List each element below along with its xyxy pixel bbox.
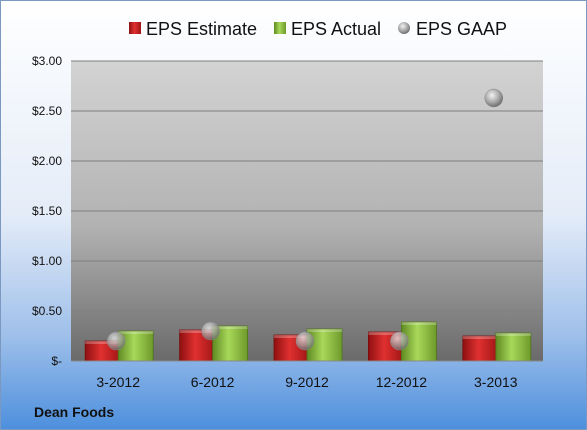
- gaap-points: [106, 88, 504, 351]
- gaap-point: [295, 331, 315, 351]
- x-tick-label: 3-2013: [474, 374, 518, 390]
- estimate-bar-highlight: [85, 341, 121, 344]
- gaap-point: [390, 331, 409, 351]
- actual-bar-highlight: [212, 326, 248, 329]
- y-tick-label: $1.50: [32, 204, 62, 218]
- legend-swatch-estimate: [129, 22, 141, 34]
- y-tick-label: $2.50: [32, 104, 62, 118]
- gaap-point: [484, 88, 504, 108]
- estimate-bar-highlight: [274, 335, 309, 338]
- x-tick-label: 12-2012: [376, 374, 428, 390]
- gaap-point: [106, 331, 126, 351]
- y-axis-ticks: $- $0.50 $1.00 $1.50 $2.00 $2.50 $3.00: [32, 54, 62, 368]
- estimate-bar-highlight: [368, 332, 404, 335]
- estimate-bar: [462, 335, 499, 362]
- legend-label-estimate: EPS Estimate: [146, 19, 257, 39]
- x-tick-label: 3-2012: [96, 374, 140, 390]
- legend: EPS Estimate EPS Actual EPS GAAP: [129, 19, 507, 39]
- actual-bar-highlight: [118, 331, 154, 334]
- gridlines: [71, 60, 543, 312]
- legend-swatch-actual: [274, 22, 286, 34]
- legend-label-gaap: EPS GAAP: [416, 19, 507, 39]
- estimate-bar-highlight: [462, 336, 498, 339]
- y-tick-label: $3.00: [32, 54, 62, 68]
- x-axis-ticks: 3-2012 6-2012 9-2012 12-2012 3-2013: [96, 374, 517, 390]
- legend-swatch-gaap: [398, 22, 410, 34]
- gaap-point: [201, 321, 220, 341]
- legend-label-actual: EPS Actual: [291, 19, 381, 39]
- y-tick-label: $2.00: [32, 154, 62, 168]
- y-tick-label: $1.00: [32, 254, 62, 268]
- y-tick-label: $-: [51, 354, 62, 368]
- x-tick-label: 9-2012: [285, 374, 329, 390]
- y-tick-label: $0.50: [32, 304, 62, 318]
- actual-bar-highlight: [401, 322, 437, 325]
- company-name: Dean Foods: [34, 404, 114, 420]
- estimate-bar-highlight: [179, 330, 215, 333]
- actual-bar-highlight: [307, 329, 342, 332]
- actual-bar: [495, 332, 532, 362]
- actual-bar-highlight: [495, 333, 531, 336]
- x-tick-label: 6-2012: [191, 374, 235, 390]
